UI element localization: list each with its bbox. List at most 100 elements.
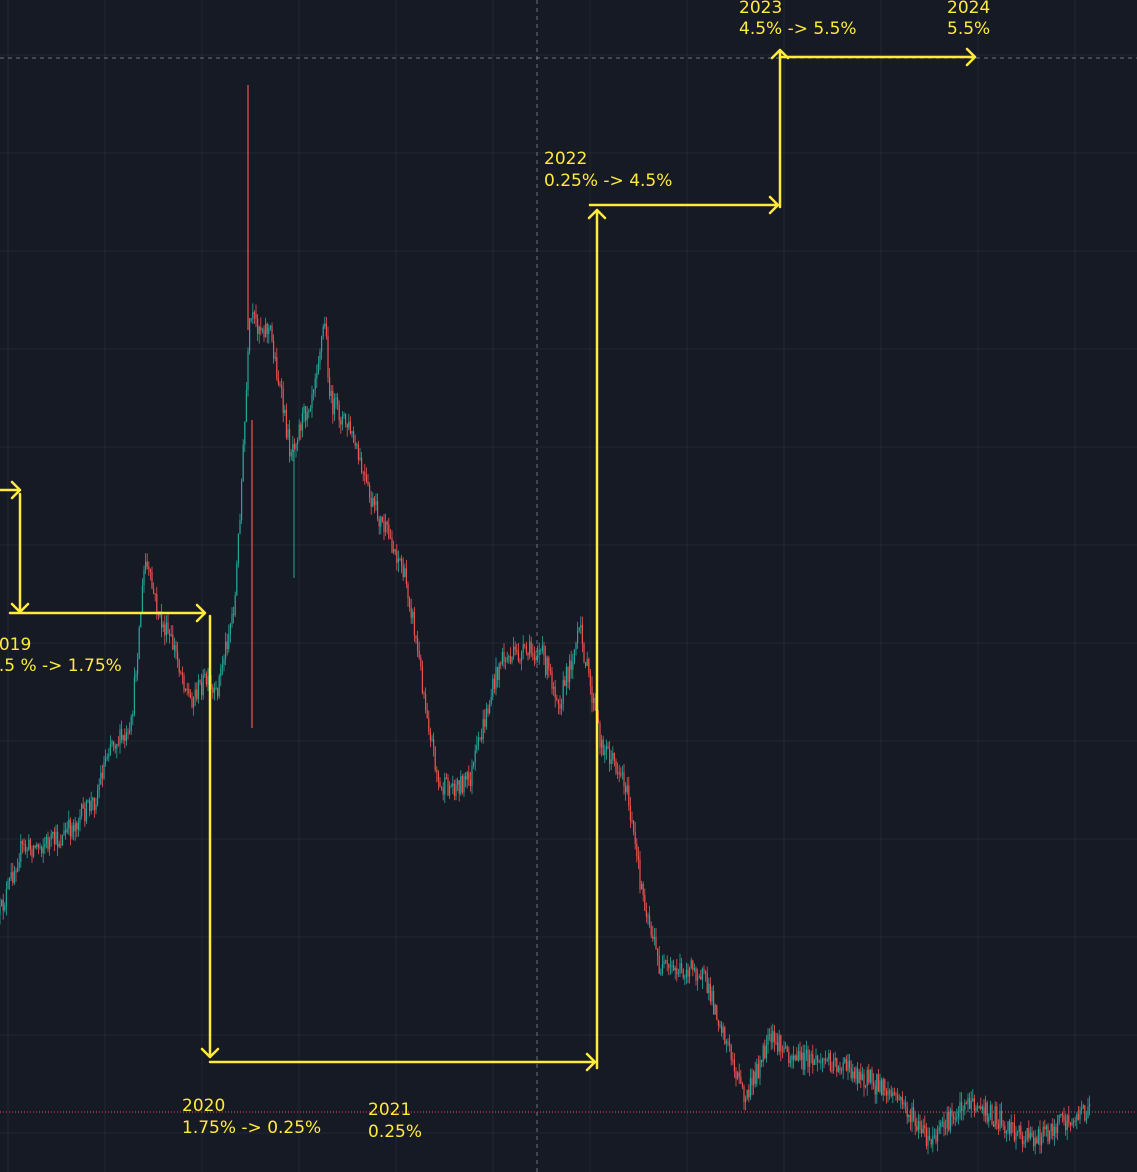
candle-body — [108, 754, 110, 757]
candle-body — [42, 847, 44, 854]
candle-body — [113, 741, 115, 746]
candle-body — [298, 424, 300, 440]
candle-body — [437, 772, 439, 782]
candle-body — [556, 697, 558, 700]
candle-body — [461, 775, 463, 793]
candle-body — [871, 1069, 873, 1083]
candle-body — [825, 1059, 827, 1061]
candle-body — [522, 644, 524, 653]
candle-body — [722, 1027, 724, 1033]
candle-body — [58, 844, 60, 847]
candle-body — [68, 819, 70, 829]
candle-body — [389, 537, 391, 539]
candle-body — [173, 645, 175, 650]
candle-body — [1015, 1132, 1017, 1141]
candle-body — [679, 963, 681, 974]
candle-body — [450, 785, 452, 787]
candle-body — [876, 1074, 878, 1095]
candle-body — [333, 399, 335, 415]
candle-body — [757, 1063, 759, 1078]
candle-body — [610, 759, 612, 764]
candle-body — [25, 844, 27, 851]
candle-body — [919, 1121, 921, 1130]
candle-body — [145, 561, 147, 571]
candle-body — [239, 520, 241, 534]
candle-body — [812, 1054, 814, 1065]
candle-body — [589, 672, 591, 687]
candle-body — [135, 674, 137, 677]
candle-body — [231, 614, 233, 624]
candle-body — [593, 697, 595, 703]
candle-body — [836, 1057, 838, 1072]
candle-body — [1071, 1122, 1073, 1126]
candle-body — [329, 377, 331, 396]
candle-body — [954, 1119, 956, 1121]
candle-body — [967, 1098, 969, 1104]
candle-body — [565, 666, 567, 686]
candle-body — [706, 973, 708, 994]
candle-body — [914, 1119, 916, 1127]
candle-body — [181, 673, 183, 676]
candle-body — [487, 708, 489, 714]
candle-body — [201, 682, 203, 696]
candle-body — [17, 867, 19, 873]
candle-body — [626, 785, 628, 793]
candle-body — [399, 558, 401, 560]
candle-body — [781, 1051, 783, 1053]
candle-body — [1039, 1129, 1041, 1146]
candle-body — [663, 961, 665, 965]
candle-body — [860, 1071, 862, 1080]
candle-body — [2, 899, 4, 911]
candle-body — [138, 627, 140, 659]
candle-body — [385, 521, 387, 532]
candle-body — [69, 819, 71, 837]
candle-body — [434, 746, 436, 770]
candle-body — [682, 968, 684, 978]
candle-body — [393, 549, 395, 553]
candle-body — [469, 779, 471, 786]
candle-body — [169, 633, 171, 636]
candle-body — [204, 673, 206, 675]
candle-body — [743, 1086, 745, 1103]
candle-body — [535, 657, 537, 660]
candle-body — [324, 323, 326, 327]
candle-body — [257, 318, 259, 334]
candle-body — [44, 844, 46, 848]
candle-body — [572, 662, 574, 670]
candle-body — [780, 1035, 782, 1052]
candle-body — [322, 326, 324, 337]
candle-body — [813, 1059, 815, 1065]
candle-body — [689, 967, 691, 977]
candle-body — [581, 624, 583, 645]
candle-body — [439, 781, 441, 787]
candle-body — [623, 772, 625, 787]
candle-body — [305, 406, 307, 421]
candle-body — [717, 1020, 719, 1026]
candle-body — [186, 688, 188, 690]
candle-body — [161, 611, 163, 628]
candle-body — [503, 651, 505, 662]
candle-body — [857, 1068, 859, 1084]
candle-body — [953, 1116, 955, 1120]
candle-body — [1084, 1105, 1086, 1121]
candle-body — [677, 973, 679, 975]
candle-body — [949, 1109, 951, 1131]
candle-body — [1045, 1125, 1047, 1130]
candle-body — [404, 568, 406, 578]
candle-body — [671, 965, 673, 967]
candle-body — [945, 1127, 947, 1129]
candle-body — [285, 409, 287, 438]
candle-body — [402, 565, 404, 578]
candle-body — [241, 480, 243, 521]
candle-body — [351, 431, 353, 434]
candle-body — [975, 1107, 977, 1111]
candle-body — [577, 630, 579, 644]
candle-body — [417, 637, 419, 651]
candle-body — [517, 651, 519, 661]
candle-body — [657, 948, 659, 956]
candle-body — [442, 788, 444, 795]
candle-body — [951, 1109, 953, 1117]
candle-body — [674, 967, 676, 971]
candle-body — [943, 1121, 945, 1128]
candle-body — [407, 584, 409, 599]
